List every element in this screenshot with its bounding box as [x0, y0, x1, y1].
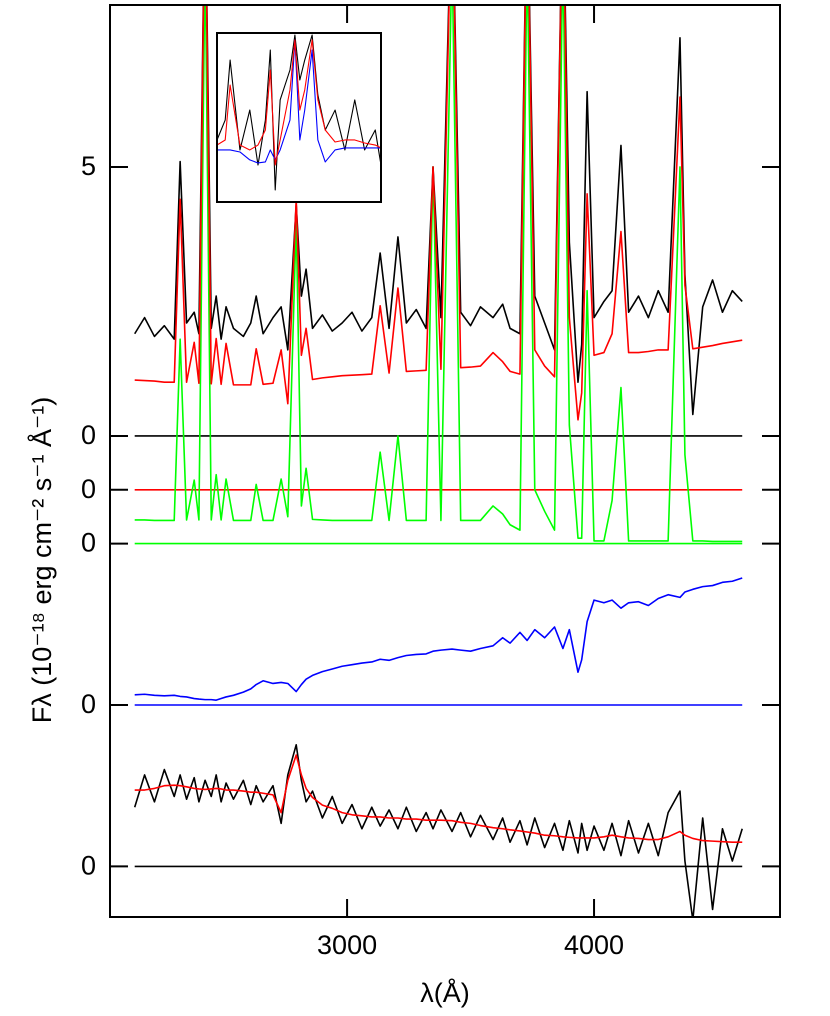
y-axis-label: Fλ (10⁻¹⁸ erg cm⁻² s⁻¹ Å⁻¹) — [26, 397, 57, 723]
axes: 3000 4000 5 0 0 0 0 0 — [81, 5, 780, 960]
spectrum-line — [217, 39, 381, 166]
spectrum-line — [217, 34, 381, 191]
inset-frame — [216, 32, 382, 203]
inset-plot-area — [217, 34, 381, 191]
x-axis-label: λ(Å) — [420, 977, 470, 1008]
spectrum-line — [134, 577, 743, 701]
spectrum-line — [134, 5, 743, 416]
y-tick-label: 0 — [81, 474, 96, 504]
y-tick-label: 0 — [81, 851, 96, 881]
spectrum-line — [134, 5, 743, 543]
x-tick-label: 3000 — [317, 930, 377, 960]
spectrum-line — [133, 744, 743, 917]
plot-area — [133, 5, 743, 917]
y-tick-label: 0 — [81, 689, 96, 719]
spectrum-line — [134, 754, 743, 844]
x-tick-label: 4000 — [564, 930, 624, 960]
y-tick-label: 0 — [81, 528, 96, 558]
y-tick-label: 5 — [81, 151, 96, 181]
spectrum-line — [134, 5, 743, 421]
y-tick-label: 0 — [81, 420, 96, 450]
plot-frame — [109, 4, 781, 918]
